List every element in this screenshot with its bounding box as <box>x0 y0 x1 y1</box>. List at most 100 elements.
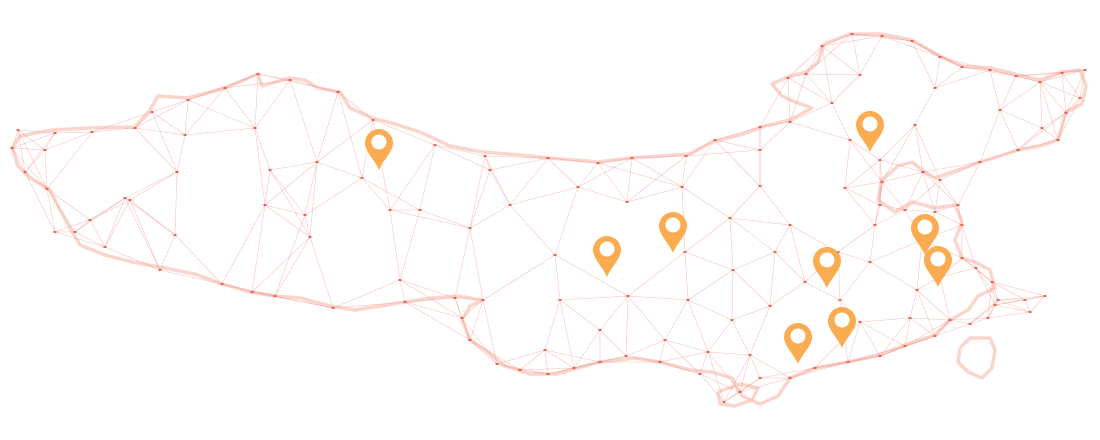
network-node <box>683 251 687 253</box>
network-node <box>933 87 937 89</box>
mesh-edge <box>24 171 48 190</box>
mesh-edge <box>469 227 484 301</box>
mesh-edge <box>939 161 981 181</box>
mesh-edge <box>264 169 271 206</box>
location-pin-icon[interactable] <box>856 111 884 152</box>
mesh-edge <box>469 155 486 229</box>
location-pin-icon[interactable] <box>593 236 621 277</box>
location-pin-icon[interactable] <box>365 129 393 170</box>
network-node <box>830 102 834 104</box>
network-node <box>398 279 402 281</box>
mesh-edge <box>994 304 1031 313</box>
mesh-edge <box>949 317 989 321</box>
mesh-edge <box>1015 69 1086 77</box>
network-node <box>103 246 107 248</box>
mesh-edge <box>174 171 178 236</box>
mesh-edge <box>257 73 339 93</box>
mesh-edge <box>879 317 911 357</box>
mesh-edge <box>454 227 471 299</box>
network-node <box>433 144 437 146</box>
mesh-edge <box>687 299 733 321</box>
mesh-edge <box>361 177 391 211</box>
mesh-edge <box>991 281 1046 297</box>
mesh-edge <box>914 124 924 173</box>
network-node <box>220 283 224 285</box>
mesh-edge <box>337 91 363 179</box>
mesh-edge <box>922 171 941 181</box>
mesh-edge <box>869 261 918 291</box>
network-node <box>460 317 464 319</box>
network-node <box>1014 75 1018 77</box>
mesh-edge <box>934 66 963 89</box>
mesh-edge <box>159 234 176 271</box>
mesh-edge <box>251 204 266 293</box>
location-pin-icon[interactable] <box>813 247 841 288</box>
network-node <box>921 171 925 173</box>
mesh-edge <box>337 91 374 121</box>
mesh-edge <box>979 109 1001 163</box>
mesh-edge <box>316 119 374 163</box>
location-pin-icon[interactable] <box>828 307 856 348</box>
mesh-edge <box>496 363 549 375</box>
mesh-edge <box>577 157 633 188</box>
mesh-edge <box>969 317 989 325</box>
location-pin-icon[interactable] <box>911 214 939 255</box>
mesh-edge <box>664 339 709 353</box>
mesh-edge <box>134 111 153 129</box>
network-node <box>53 132 57 134</box>
network-node <box>960 224 964 226</box>
mesh-edge <box>759 77 789 128</box>
network-node <box>371 119 375 121</box>
mesh-edge <box>922 171 959 206</box>
mesh-edge <box>254 127 271 171</box>
mesh-edge <box>707 351 741 393</box>
network-node <box>403 301 407 303</box>
mesh-edge <box>904 171 924 211</box>
location-pin-icon[interactable] <box>924 246 952 287</box>
network-node <box>558 299 562 301</box>
network-node <box>706 351 710 353</box>
mesh-edge <box>254 127 266 206</box>
country-outline <box>10 32 1088 408</box>
mesh-edge <box>151 111 186 136</box>
network-node <box>73 231 77 233</box>
mesh-edge <box>1017 139 1059 151</box>
mesh-edge <box>805 73 833 104</box>
mesh-edge <box>904 319 951 347</box>
mesh-edge <box>1079 69 1086 99</box>
mesh-edge <box>184 127 256 136</box>
mesh-edge <box>759 367 816 379</box>
mesh-edge <box>881 181 906 211</box>
network-node <box>878 159 882 161</box>
mesh-edge <box>969 304 996 325</box>
mesh-edge <box>934 323 971 337</box>
mesh-edge <box>124 197 176 236</box>
mesh-edge <box>1041 112 1067 129</box>
mesh-edge <box>46 188 91 221</box>
mesh-edge <box>787 77 833 104</box>
mesh-edge <box>904 209 936 213</box>
network-node <box>788 121 792 123</box>
mesh-edge <box>74 231 106 248</box>
network-node <box>680 186 684 188</box>
mesh-edge <box>544 349 601 363</box>
network-node <box>913 124 917 126</box>
mesh-edge <box>991 281 996 306</box>
network-node <box>836 251 840 253</box>
network-node <box>960 257 964 259</box>
mesh-edge <box>174 234 223 285</box>
mesh-edge <box>859 317 911 323</box>
mesh-edge <box>304 161 318 216</box>
mesh-edge <box>44 131 93 151</box>
network-node <box>722 401 726 403</box>
mesh-edge <box>251 291 334 309</box>
mesh-edge <box>999 109 1019 151</box>
location-pin-icon[interactable] <box>784 323 812 364</box>
mesh-edge <box>914 124 941 181</box>
mesh-edge <box>997 295 1046 301</box>
mesh-edge <box>881 171 924 183</box>
network-node <box>598 329 602 331</box>
mesh-edge <box>264 204 306 216</box>
mesh-edge <box>332 301 406 309</box>
location-pin-icon[interactable] <box>659 212 687 253</box>
